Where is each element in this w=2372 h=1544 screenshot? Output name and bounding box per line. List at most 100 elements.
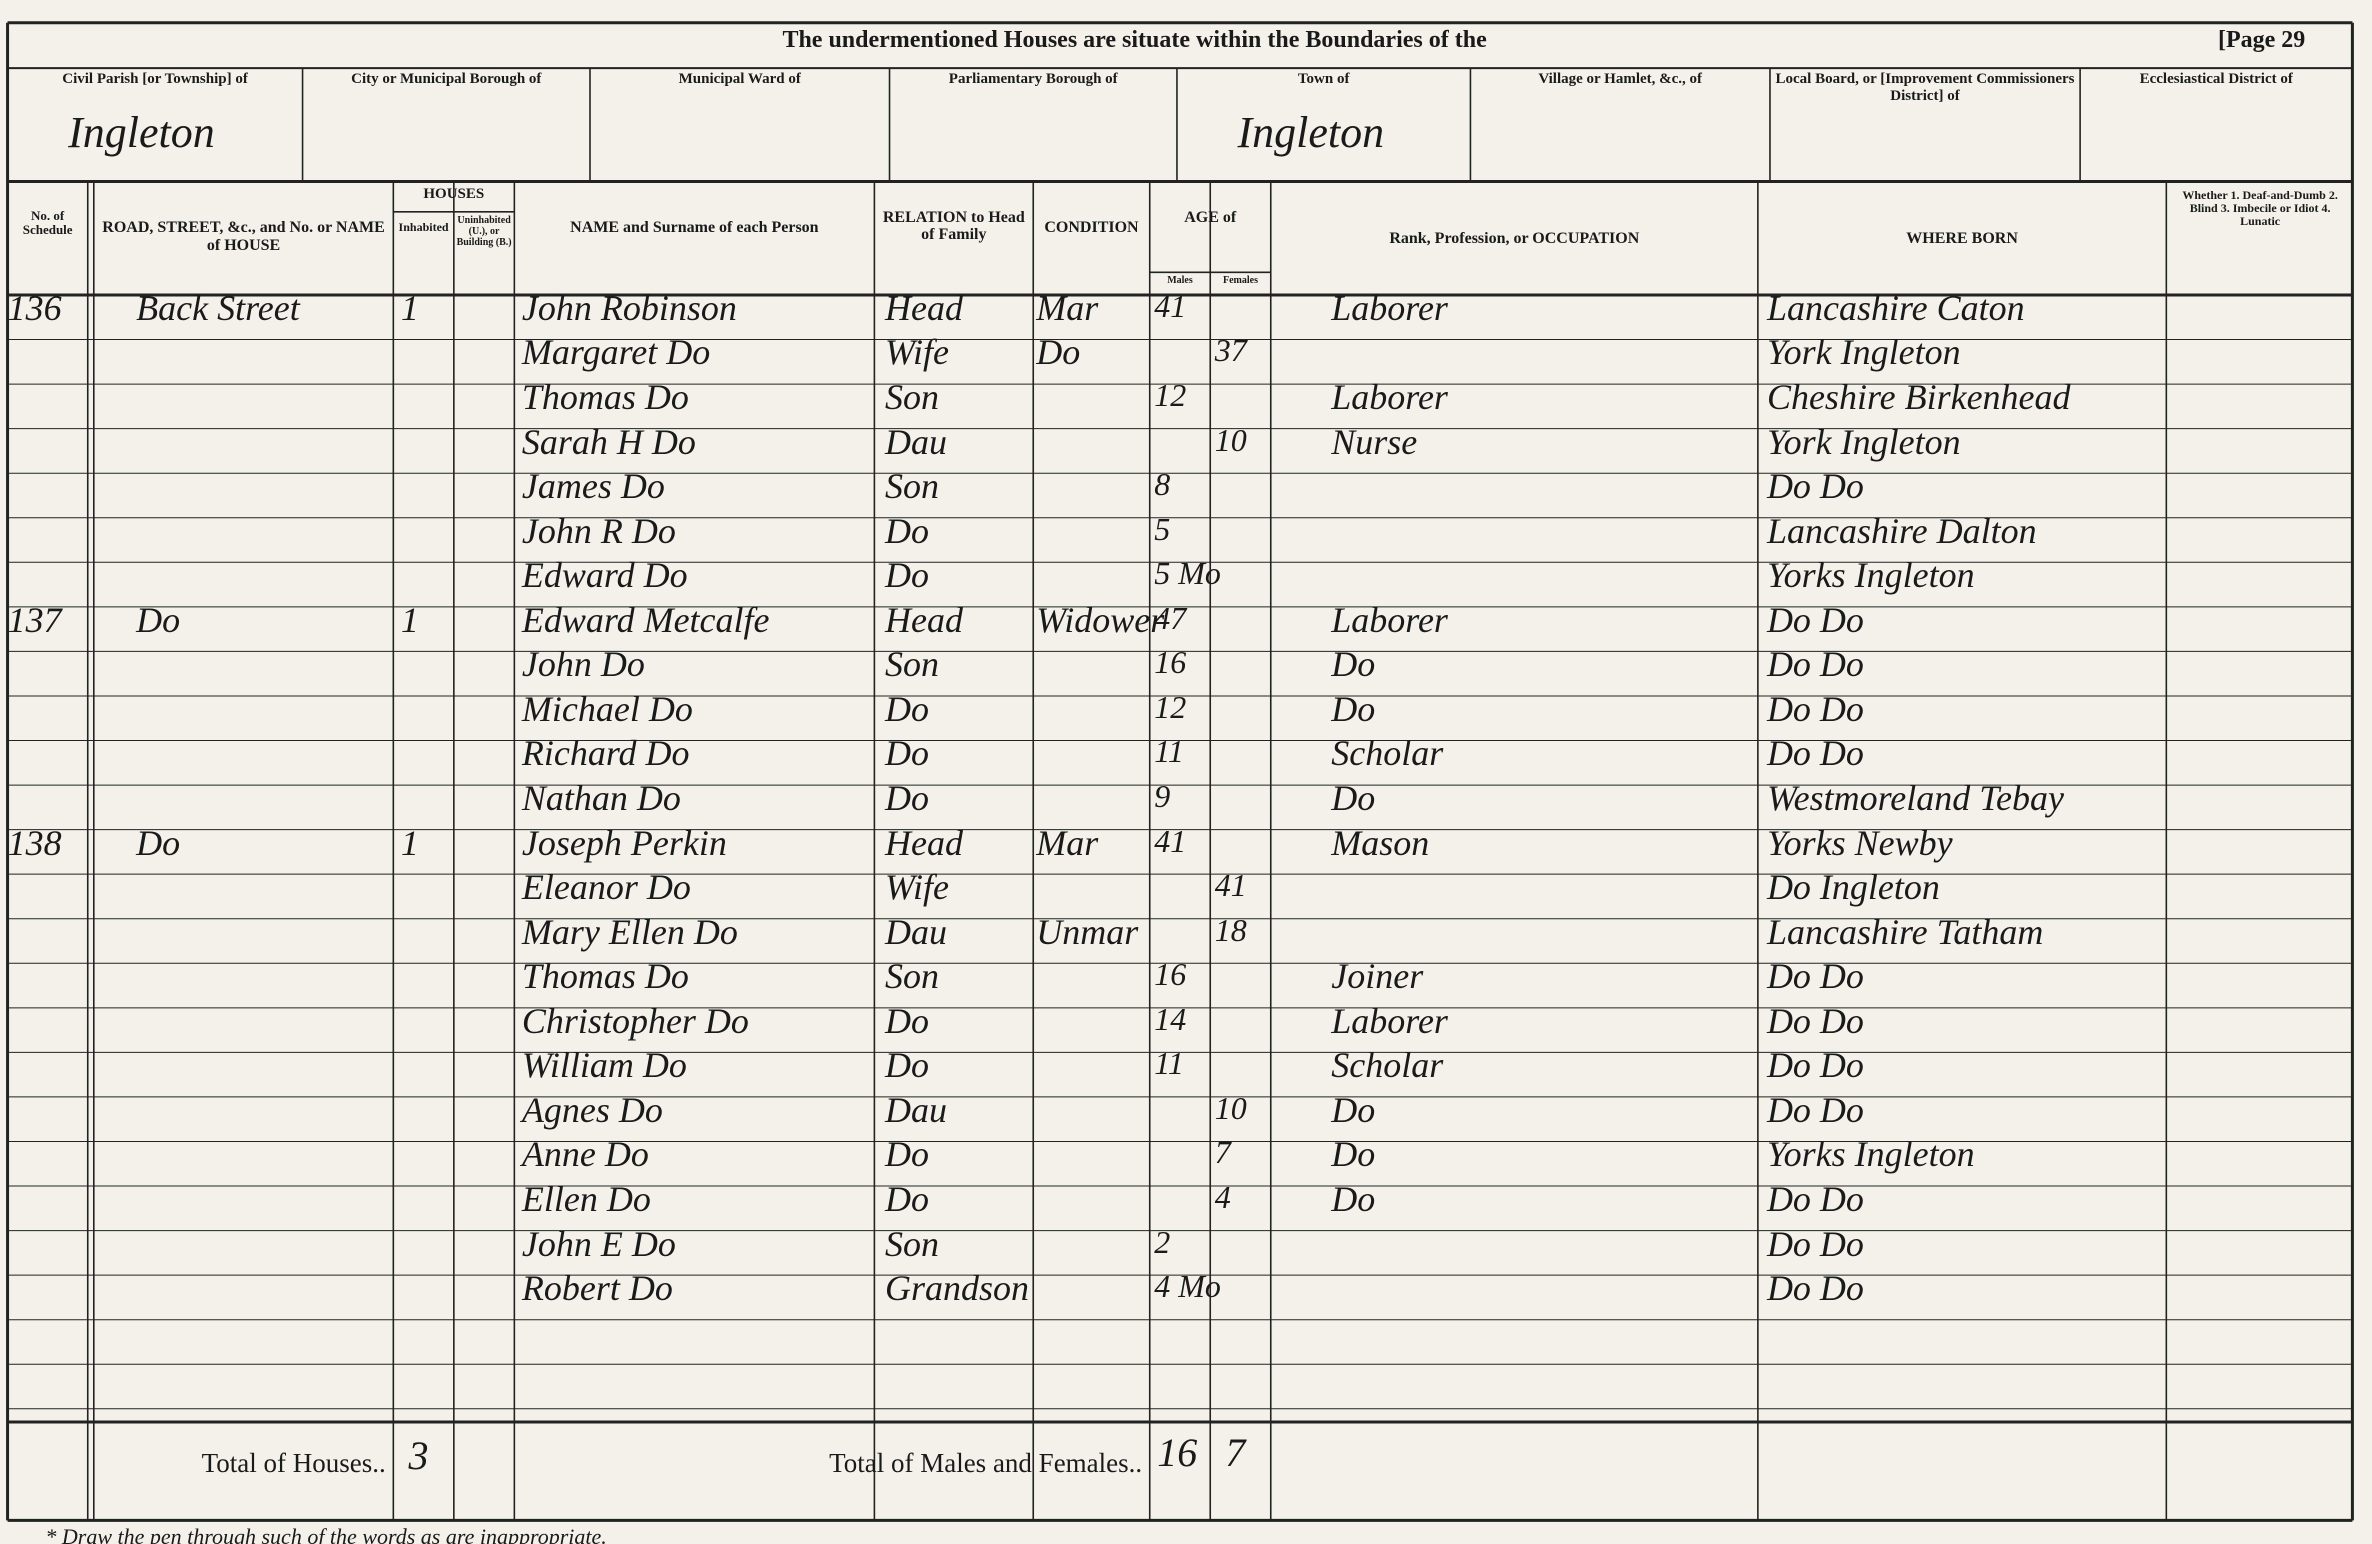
row-name: Nathan Do (521, 778, 681, 819)
page-number: [Page 29 (2217, 27, 2306, 54)
row-relation: Son (884, 956, 939, 997)
column-header: Males (1167, 275, 1193, 287)
row-name: Robert Do (521, 1268, 673, 1309)
row-occupation: Mason (1331, 822, 1430, 863)
column-header: AGE of (1184, 208, 1237, 226)
row-occupation: Laborer (1331, 1000, 1448, 1041)
row-relation: Wife (884, 332, 949, 373)
row-female-age: 10 (1214, 421, 1247, 458)
title: The undermentioned Houses are situate wi… (782, 27, 1487, 54)
row-male-age: 5 (1154, 510, 1171, 547)
column-header: Uninhabited (U.), or Building (B.) (456, 214, 512, 248)
row-male-age: 41 (1154, 287, 1187, 324)
row-relation: Do (884, 1178, 929, 1219)
row-relation: Do (884, 1134, 929, 1175)
column-header: HOUSES (423, 186, 485, 203)
row-born: Do Do (1766, 1089, 1864, 1130)
row-name: William Do (521, 1045, 687, 1086)
row-occupation: Do (1331, 688, 1376, 729)
boundary-value: Ingleton (68, 107, 215, 157)
row-born: Do Do (1766, 644, 1864, 685)
row-relation: Do (884, 1000, 929, 1041)
boundary-label: City or Municipal Borough of (351, 71, 542, 88)
total-females: 7 (1225, 1430, 1246, 1476)
row-born: Do Do (1766, 599, 1864, 640)
row-occupation: Laborer (1331, 287, 1448, 328)
row-born: Do Do (1766, 1223, 1864, 1264)
row-female-age: 37 (1214, 332, 1247, 369)
column-header: No. of Schedule (22, 207, 73, 238)
row-name: Sarah H Do (521, 421, 696, 462)
row-relation: Son (884, 1223, 939, 1264)
boundary-value: Ingleton (1237, 107, 1385, 157)
row-born: Do Do (1766, 688, 1864, 729)
column-header: CONDITION (1044, 219, 1139, 237)
row-born: Lancashire Tatham (1766, 911, 2044, 952)
row-name: John E Do (521, 1223, 676, 1264)
row-name: Anne Do (521, 1134, 649, 1175)
footnote: * Draw the pen through such of the words… (45, 1523, 607, 1544)
row-born: Westmoreland Tebay (1766, 778, 2064, 819)
row-name: John Do (521, 644, 645, 685)
boundary-label: Civil Parish [or Township] of (62, 71, 248, 88)
boundary-label: Parliamentary Borough of (948, 71, 1118, 88)
column-header: Females (1222, 275, 1258, 287)
row-condition: Widower (1036, 599, 1165, 640)
row-road: Do (136, 599, 181, 640)
row-male-age: 16 (1154, 956, 1187, 993)
row-male-age: 9 (1154, 778, 1171, 815)
row-name: Christopher Do (521, 1000, 749, 1041)
row-name: Eleanor Do (521, 867, 691, 908)
row-schedule: 137 (7, 599, 62, 640)
row-male-age: 4 Mo (1154, 1268, 1221, 1305)
row-road: Do (136, 822, 181, 863)
row-relation: Son (884, 466, 939, 507)
row-relation: Head (884, 287, 963, 328)
row-born: Do Ingleton (1766, 867, 1940, 908)
column-header: WHERE BORN (1906, 229, 2018, 247)
row-name: Joseph Perkin (521, 822, 727, 863)
column-header: ROAD, STREET, &c., and No. or NAME of HO… (102, 219, 385, 254)
row-relation: Dau (884, 421, 947, 462)
column-header: RELATION to Head of Family (882, 208, 1025, 244)
row-relation: Do (884, 555, 929, 596)
row-relation: Dau (884, 1089, 947, 1130)
total-houses: 3 (408, 1433, 429, 1479)
total-males: 16 (1157, 1430, 1198, 1476)
row-born: Do Do (1766, 1178, 1864, 1219)
row-road: Back Street (136, 287, 300, 328)
row-male-age: 41 (1154, 822, 1187, 859)
row-male-age: 14 (1154, 1000, 1187, 1037)
row-name: Thomas Do (521, 377, 689, 418)
row-inhabited: 1 (400, 287, 419, 328)
row-name: Thomas Do (521, 956, 689, 997)
row-condition: Mar (1036, 287, 1099, 328)
row-relation: Do (884, 778, 929, 819)
row-occupation: Laborer (1331, 599, 1448, 640)
row-male-age: 2 (1154, 1223, 1171, 1260)
row-male-age: 11 (1154, 1045, 1184, 1082)
row-schedule: 138 (7, 822, 62, 863)
row-born: Do Do (1766, 733, 1864, 774)
row-female-age: 4 (1214, 1178, 1231, 1215)
row-name: Richard Do (521, 733, 690, 774)
row-name: James Do (521, 466, 665, 507)
row-relation: Son (884, 644, 939, 685)
row-occupation: Scholar (1331, 1045, 1444, 1086)
row-name: John Robinson (521, 287, 737, 328)
column-header: Inhabited (398, 219, 449, 234)
row-male-age: 11 (1154, 733, 1184, 770)
row-born: Lancashire Caton (1766, 287, 2025, 328)
row-occupation: Do (1331, 1089, 1376, 1130)
row-born: Yorks Newby (1766, 822, 1953, 863)
row-relation: Head (884, 599, 963, 640)
row-occupation: Laborer (1331, 377, 1448, 418)
row-relation: Do (884, 688, 929, 729)
row-condition: Do (1036, 332, 1081, 373)
row-relation: Do (884, 1045, 929, 1086)
row-name: Edward Metcalfe (521, 599, 770, 640)
row-relation: Son (884, 377, 939, 418)
row-relation: Do (884, 510, 929, 551)
row-born: Do Do (1766, 1045, 1864, 1086)
